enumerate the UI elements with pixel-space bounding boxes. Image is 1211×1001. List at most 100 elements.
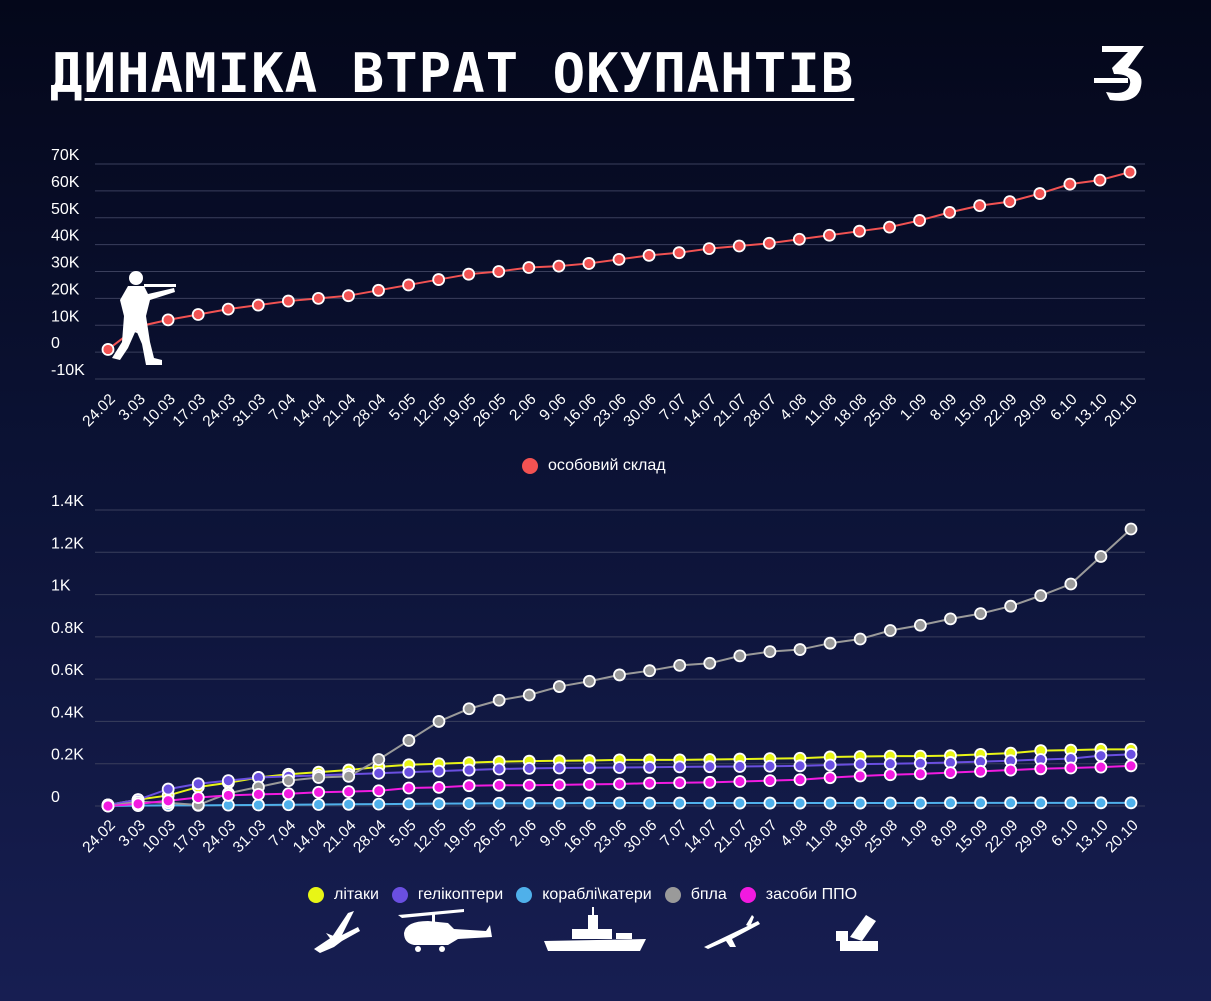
data-point-ships [252, 798, 265, 812]
data-point-helicopters [673, 760, 687, 774]
data-point-drones [1004, 599, 1018, 613]
data-point-air_defense [913, 767, 927, 781]
data-point-drones [793, 643, 807, 656]
data-point-drones [522, 688, 536, 702]
data-point-helicopters [552, 761, 566, 775]
data-point-air_defense [221, 789, 235, 802]
y-tick-label: 0 [51, 335, 60, 352]
data-point-personnel [101, 343, 115, 356]
data-point-ships [883, 796, 897, 810]
data-point-air_defense [1094, 760, 1108, 774]
legend-label-personnel: особовий склад [548, 457, 666, 474]
equipment-chart: 1.4K1.2K1K0.8K0.6K0.4K0.2K024.023.0310.0… [51, 509, 1145, 857]
data-point-ships [1034, 796, 1048, 810]
data-point-ships [282, 798, 295, 812]
x-tick-label: 14.04 [290, 817, 330, 857]
data-point-air_defense [974, 764, 987, 778]
data-point-personnel [552, 259, 566, 273]
data-point-helicopters [1094, 749, 1108, 763]
x-tick-label: 10.03 [140, 817, 179, 856]
data-point-drones [643, 664, 656, 678]
x-tick-label: 17.03 [170, 817, 209, 856]
air-defense-icon [836, 915, 878, 951]
data-point-helicopters [432, 764, 446, 778]
x-tick-label: 29.09 [1012, 817, 1051, 856]
data-point-helicopters [853, 757, 867, 771]
data-point-personnel [251, 298, 265, 312]
y-tick-label: 1.2K [51, 535, 84, 552]
data-point-air_defense [643, 776, 656, 790]
x-tick-label: 15.09 [952, 817, 991, 856]
equipment-legend: літаки гелікоптери кораблі\катери бпла засоб… [308, 886, 870, 904]
data-point-ships [462, 797, 476, 810]
x-tick-label: 23.06 [591, 817, 630, 856]
data-point-helicopters [492, 762, 506, 776]
x-tick-label: 11.08 [802, 817, 841, 856]
data-point-personnel [432, 273, 446, 286]
soldier-icon [112, 271, 176, 365]
data-point-personnel [1093, 173, 1107, 187]
data-point-personnel [161, 313, 175, 327]
data-point-air_defense [131, 797, 145, 811]
data-point-air_defense [462, 779, 476, 793]
x-tick-label: 12.05 [410, 817, 449, 856]
data-point-personnel [312, 291, 325, 305]
data-point-personnel [402, 278, 415, 292]
data-point-air_defense [763, 774, 777, 788]
data-point-helicopters [793, 759, 807, 773]
data-point-drones [913, 618, 927, 632]
data-point-ships [673, 796, 687, 810]
data-point-personnel [612, 253, 626, 266]
data-point-ships [1094, 796, 1108, 810]
data-point-personnel [582, 257, 596, 270]
data-point-air_defense [312, 785, 326, 799]
data-point-air_defense [101, 799, 115, 813]
data-point-helicopters [733, 760, 747, 773]
data-point-air_defense [1124, 759, 1138, 773]
data-point-drones [974, 607, 987, 620]
data-point-personnel [1123, 165, 1137, 179]
data-point-drones [733, 649, 747, 663]
data-point-ships [613, 796, 626, 810]
data-point-ships [432, 797, 446, 811]
legend-label-aircraft: літаки [334, 886, 379, 903]
data-point-helicopters [372, 766, 386, 780]
data-point-air_defense [282, 787, 295, 801]
x-tick-label: 20.10 [1102, 817, 1142, 857]
data-point-air_defense [883, 768, 897, 782]
data-point-air_defense [402, 781, 416, 795]
data-point-personnel [642, 248, 656, 262]
x-tick-label: 13.10 [1072, 817, 1112, 857]
legend-dot-drones [664, 887, 681, 903]
data-point-ships [342, 797, 356, 811]
data-point-drones [432, 715, 446, 728]
data-point-helicopters [161, 782, 175, 796]
ship-icon [544, 907, 646, 951]
y-tick-label: 30K [51, 255, 80, 272]
legend-label-air_defense: засоби ППО [765, 886, 858, 903]
x-tick-label: 24.03 [200, 817, 239, 856]
data-point-helicopters [913, 756, 927, 770]
legend-dot-aircraft [308, 887, 324, 903]
data-point-air_defense [432, 780, 446, 794]
helicopter-icon [398, 909, 492, 952]
data-point-ships [763, 796, 777, 810]
data-point-drones [763, 645, 777, 659]
y-tick-label: 0.8K [51, 620, 84, 637]
legend-item-helicopters: гелікоптери [391, 886, 503, 904]
data-point-personnel [762, 236, 776, 250]
data-point-personnel [853, 224, 866, 238]
data-point-drones [312, 771, 326, 784]
x-tick-label: 18.08 [832, 817, 871, 856]
data-point-personnel [732, 239, 746, 253]
x-tick-label: 1.09 [898, 817, 931, 850]
data-point-personnel [792, 232, 806, 246]
data-point-personnel [492, 265, 506, 278]
plane-icon [314, 911, 360, 953]
legend-dot-ships [516, 887, 533, 903]
data-point-air_defense [372, 784, 386, 798]
legend-label-drones: бпла [690, 886, 727, 903]
x-tick-label: 24.02 [79, 817, 118, 856]
equipment-icons [314, 907, 878, 953]
data-point-ships [312, 798, 326, 811]
